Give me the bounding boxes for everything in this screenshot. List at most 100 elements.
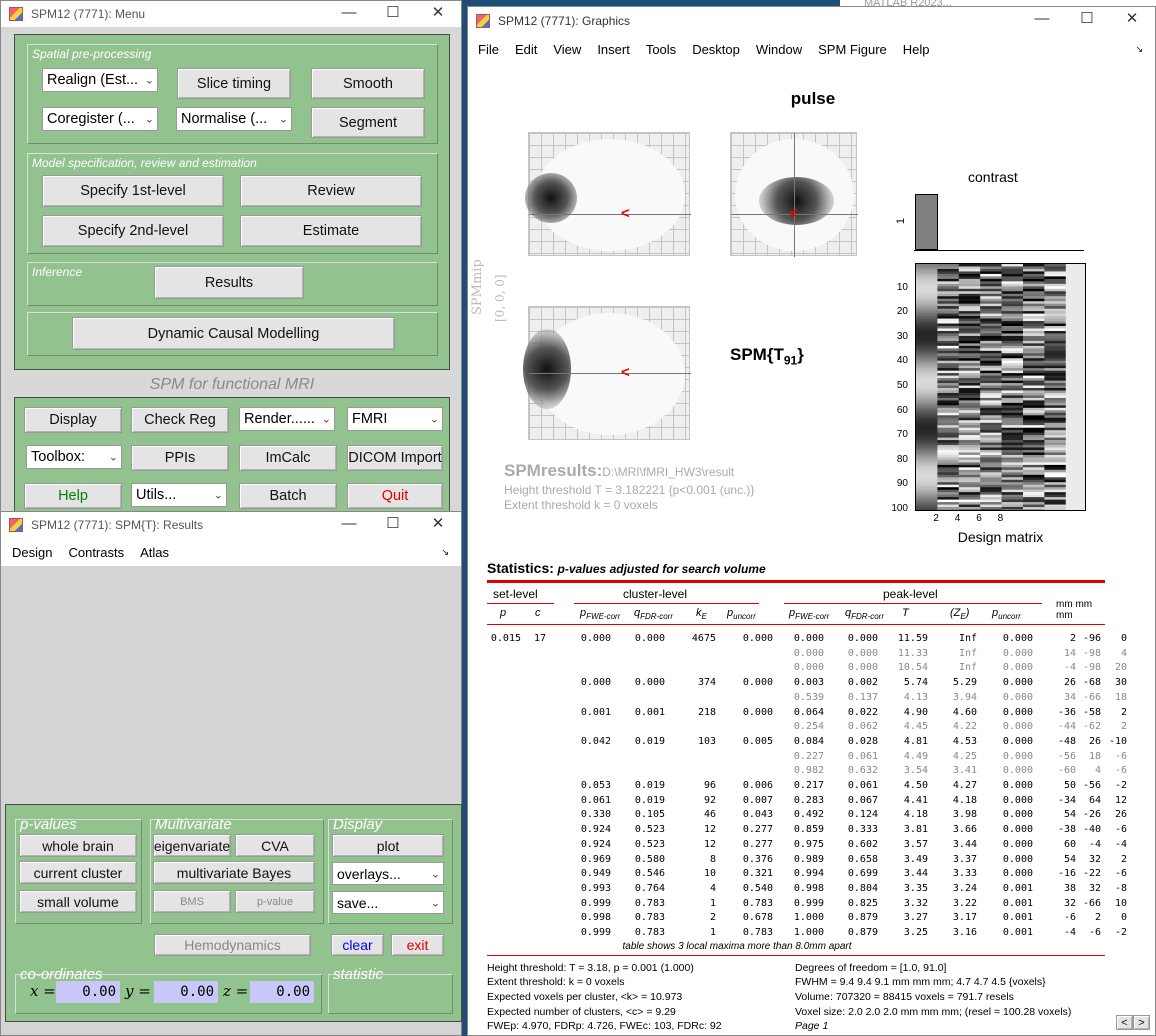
eigenvariate-button[interactable]: eigenvariate [153, 834, 231, 857]
page-next-button[interactable]: > [1133, 1015, 1150, 1030]
menu-view[interactable]: View [553, 41, 582, 57]
whole-brain-button[interactable]: whole brain [19, 834, 137, 857]
slice-timing-button[interactable]: Slice timing [177, 68, 291, 99]
menu-design[interactable]: Design [12, 544, 53, 560]
table-row[interactable]: 0.539 0.137 4.13 3.94 0.000 34 -66 18 [487, 692, 1127, 707]
imcalc-button[interactable]: ImCalc [239, 445, 337, 471]
menu-titlebar[interactable]: SPM12 (7771): Menu — ☐ ✕ [1, 1, 461, 27]
segment-button[interactable]: Segment [311, 107, 425, 138]
table-row[interactable]: 0.924 0.523 12 0.277 0.859 0.333 3.81 3.66 0.000… [487, 824, 1127, 839]
toolbar-toggle-icon[interactable]: ↘ [1135, 43, 1143, 54]
specify-2nd-level-button[interactable]: Specify 2nd-level [42, 215, 224, 247]
design-cell [980, 293, 1003, 297]
results-button[interactable]: Results [154, 266, 304, 299]
bms-button[interactable]: BMS [153, 890, 231, 913]
batch-button[interactable]: Batch [239, 483, 337, 509]
small-volume-button[interactable]: small volume [19, 890, 137, 913]
toolbox-popup[interactable]: Toolbox: ⌄ [26, 445, 122, 469]
render-popup[interactable]: Render...... ⌄ [239, 407, 335, 431]
table-row[interactable]: 0.000 0.000 10.54 Inf 0.000 -4 -98 20 [487, 662, 1127, 677]
dcm-button[interactable]: Dynamic Causal Modelling [72, 317, 395, 350]
design-cell [1044, 437, 1067, 441]
hemodynamics-button[interactable]: Hemodynamics [154, 934, 311, 956]
table-row[interactable]: 0.061 0.019 92 0.007 0.283 0.067 4.41 4.18 0.000… [487, 795, 1127, 810]
normalise-popup[interactable]: Normalise (... ⌄ [176, 107, 292, 131]
realign-popup[interactable]: Realign (Est... ⌄ [42, 68, 158, 92]
menu-atlas[interactable]: Atlas [140, 544, 170, 560]
check-reg-button[interactable]: Check Reg [131, 407, 229, 433]
coregister-popup[interactable]: Coregister (... ⌄ [42, 107, 158, 131]
table-row[interactable]: 0.001 0.001 218 0.000 0.064 0.022 4.90 4.60 0.00… [487, 707, 1127, 722]
display-button[interactable]: Display [24, 407, 122, 433]
table-row[interactable]: 0.949 0.546 10 0.321 0.994 0.699 3.44 3.33 0.000… [487, 868, 1127, 883]
minimize-icon[interactable]: — [341, 515, 357, 532]
menu-spm-figure[interactable]: SPM Figure [818, 41, 887, 57]
table-row[interactable]: 0.999 0.783 1 0.783 0.999 0.825 3.32 3.22 0.001 3… [487, 898, 1127, 913]
overlays-popup[interactable]: overlays... ⌄ [332, 862, 444, 885]
dicom-import-button[interactable]: DICOM Import [347, 445, 443, 471]
mip-axial[interactable]: < [523, 306, 691, 440]
table-row[interactable]: 0.015 17 0.000 0.000 4675 0.000 0.000 0.000 11.5… [487, 633, 1127, 648]
table-row[interactable]: 0.969 0.580 8 0.376 0.989 0.658 3.49 3.37 0.000 5… [487, 854, 1127, 869]
toolbar-toggle-icon[interactable]: ↘ [441, 546, 449, 557]
multivariate-bayes-button[interactable]: multivariate Bayes [153, 861, 315, 884]
menu-insert[interactable]: Insert [597, 41, 630, 57]
table-row[interactable]: 0.000 0.000 11.33 Inf 0.000 14 -98 4 [487, 648, 1127, 663]
table-row[interactable]: 0.042 0.019 103 0.005 0.084 0.028 4.81 4.53 0.00… [487, 736, 1127, 751]
table-row[interactable]: 0.982 0.632 3.54 3.41 0.000 -60 4 -6 [487, 765, 1127, 780]
menu-edit[interactable]: Edit [514, 41, 538, 57]
save-popup[interactable]: save... ⌄ [332, 891, 444, 914]
exit-button[interactable]: exit [391, 934, 444, 956]
design-cell [1065, 378, 1085, 382]
table-row[interactable]: 0.998 0.783 2 0.678 1.000 0.879 3.27 3.17 0.001 -… [487, 912, 1127, 927]
contrast-bar[interactable] [915, 194, 938, 250]
menu-help[interactable]: Help [902, 41, 930, 57]
menu-window[interactable]: Window [755, 41, 803, 57]
table-row[interactable]: 0.227 0.061 4.49 4.25 0.000 -56 18 -6 [487, 751, 1127, 766]
close-icon[interactable]: ✕ [431, 515, 445, 532]
table-row[interactable]: 0.999 0.783 1 0.783 1.000 0.879 3.25 3.16 0.001 -… [487, 927, 1127, 942]
smooth-button[interactable]: Smooth [311, 68, 425, 99]
menu-tools[interactable]: Tools [645, 41, 677, 57]
help-button[interactable]: Help [24, 483, 122, 509]
table-cell-cq: 0.523 [634, 838, 665, 850]
graphics-titlebar[interactable]: SPM12 (7771): Graphics — ☐ ✕ [468, 7, 1155, 35]
table-row[interactable]: 0.924 0.523 12 0.277 0.975 0.602 3.57 3.44 0.000… [487, 838, 1127, 854]
table-row[interactable]: 0.993 0.764 4 0.540 0.998 0.804 3.35 3.24 0.001 3… [487, 883, 1127, 898]
maximize-icon[interactable]: ☐ [1080, 10, 1094, 27]
page-prev-button[interactable]: < [1116, 1015, 1133, 1030]
ppis-button[interactable]: PPIs [131, 445, 229, 471]
specify-1st-level-button[interactable]: Specify 1st-level [42, 175, 224, 207]
menu-desktop[interactable]: Desktop [692, 41, 740, 57]
modality-popup[interactable]: FMRI ⌄ [347, 407, 443, 431]
design-matrix[interactable] [915, 263, 1086, 511]
mip-sagittal[interactable]: < [525, 132, 691, 256]
menu-contrasts[interactable]: Contrasts [68, 544, 125, 560]
table-cell-cq: 0.783 [634, 912, 665, 924]
y-coordinate-field[interactable]: 0.00 [154, 981, 218, 1003]
close-icon[interactable]: ✕ [1125, 10, 1139, 27]
maximize-icon[interactable]: ☐ [386, 4, 400, 21]
plot-button[interactable]: plot [332, 834, 444, 857]
table-row[interactable]: 0.254 0.062 4.45 4.22 0.000 -44 -62 2 [487, 721, 1127, 736]
menu-file[interactable]: File [478, 41, 499, 57]
review-button[interactable]: Review [240, 175, 422, 207]
p-value-button[interactable]: p-value [235, 890, 315, 913]
table-row[interactable]: 0.330 0.105 46 0.043 0.492 0.124 4.18 3.98 0.000… [487, 809, 1127, 824]
mip-coronal[interactable]: < [730, 132, 858, 257]
current-cluster-button[interactable]: current cluster [19, 861, 137, 884]
x-coordinate-field[interactable]: 0.00 [56, 981, 120, 1003]
table-row[interactable]: 0.053 0.019 96 0.006 0.217 0.061 4.50 4.27 0.000… [487, 780, 1127, 795]
utils-popup[interactable]: Utils... ⌄ [131, 483, 227, 507]
estimate-button[interactable]: Estimate [240, 215, 422, 247]
z-coordinate-field[interactable]: 0.00 [250, 981, 314, 1003]
cva-button[interactable]: CVA [235, 834, 315, 857]
maximize-icon[interactable]: ☐ [386, 515, 400, 532]
quit-button[interactable]: Quit [347, 483, 443, 509]
results-titlebar[interactable]: SPM12 (7771): SPM{T}: Results — ☐ ✕ [1, 512, 461, 538]
table-row[interactable]: 0.000 0.000 374 0.000 0.003 0.002 5.74 5.29 0.00… [487, 677, 1127, 692]
clear-button[interactable]: clear [331, 934, 384, 956]
minimize-icon[interactable]: — [341, 4, 357, 21]
close-icon[interactable]: ✕ [431, 4, 445, 21]
minimize-icon[interactable]: — [1034, 10, 1050, 27]
